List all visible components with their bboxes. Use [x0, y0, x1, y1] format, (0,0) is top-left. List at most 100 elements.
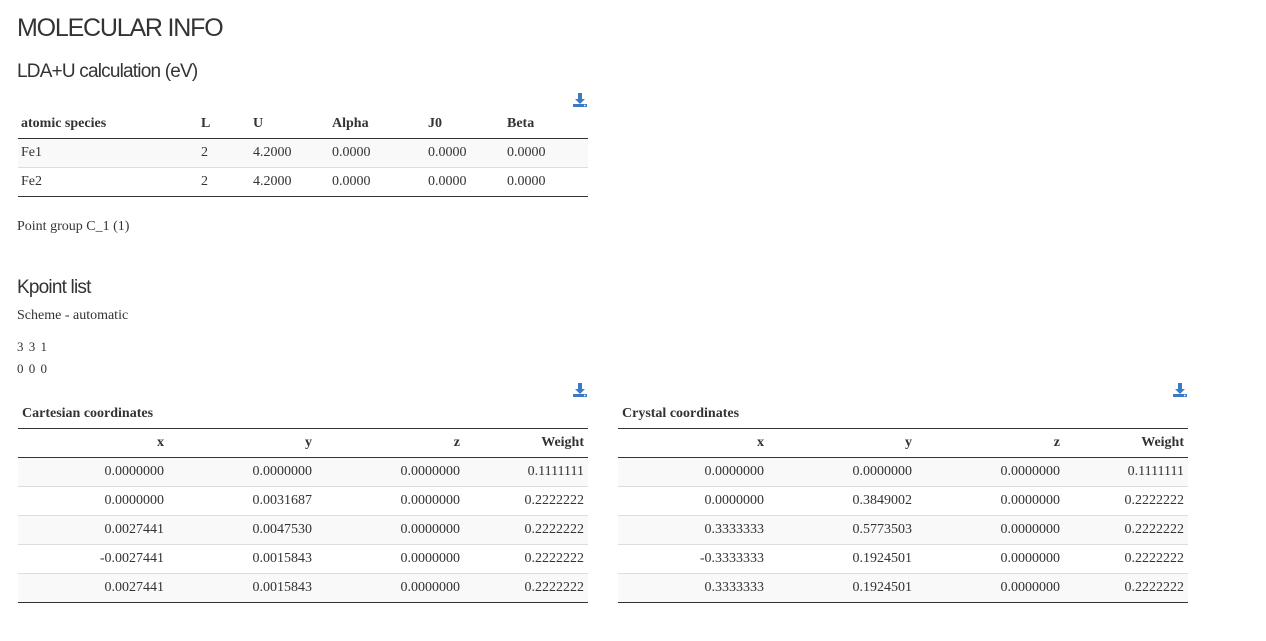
kpoint-scheme: Scheme - automatic	[17, 308, 129, 323]
table-cell: 0.2222222	[1064, 544, 1188, 574]
table-row: 0.3333333 0.1924501 0.0000000 0.2222222	[618, 573, 1188, 603]
lda-header-row: atomic species L U Alpha J0 Beta	[18, 110, 588, 139]
table-cell: 0.0027441	[18, 515, 168, 545]
kpoint-grid: 3 3 1	[17, 339, 48, 354]
table-cell: 0.0000	[504, 138, 588, 168]
table-cell: 0.1924501	[768, 573, 916, 603]
table-cell: Fe1	[18, 138, 198, 168]
table-cell: 0.0015843	[168, 573, 316, 603]
table-cell: 0.0000	[329, 138, 425, 168]
table-cell: 2	[198, 167, 250, 197]
table-cell: 0.0000000	[916, 573, 1064, 603]
lda-download-button[interactable]	[572, 92, 588, 108]
table-cell: 0.2222222	[464, 515, 588, 545]
table-cell: 0.2222222	[464, 486, 588, 516]
table-cell: 0.0000000	[916, 544, 1064, 574]
table-row: 0.3333333 0.5773503 0.0000000 0.2222222	[618, 515, 1188, 545]
lda-table: atomic species L U Alpha J0 Beta Fe1 2 4…	[18, 110, 588, 197]
table-row: -0.0027441 0.0015843 0.0000000 0.2222222	[18, 544, 588, 574]
table-row: -0.3333333 0.1924501 0.0000000 0.2222222	[618, 544, 1188, 574]
download-icon	[573, 383, 587, 397]
table-cell: 0.0000	[329, 167, 425, 197]
table-cell: 0.0000	[425, 138, 504, 168]
table-cell: 0.2222222	[1064, 573, 1188, 603]
table-cell: 0.3333333	[618, 515, 768, 545]
table-cell: 0.0000000	[316, 573, 464, 603]
col-y: y	[768, 428, 916, 458]
crystal-caption-row: Crystal coordinates	[618, 400, 1188, 429]
table-row: 0.0027441 0.0015843 0.0000000 0.2222222	[18, 573, 588, 603]
table-cell: 4.2000	[250, 167, 329, 197]
col-weight: Weight	[464, 428, 588, 458]
table-cell: 2	[198, 138, 250, 168]
table-cell: 0.0000000	[618, 457, 768, 487]
cartesian-download-button[interactable]	[572, 382, 588, 398]
table-cell: 4.2000	[250, 138, 329, 168]
point-group: Point group C_1 (1)	[17, 219, 130, 234]
download-icon	[1173, 383, 1187, 397]
table-row: 0.0027441 0.0047530 0.0000000 0.2222222	[18, 515, 588, 545]
cartesian-caption-row: Cartesian coordinates	[18, 400, 588, 429]
table-cell: 0.0000000	[768, 457, 916, 487]
col-z: z	[916, 428, 1064, 458]
table-cell: 0.0015843	[168, 544, 316, 574]
table-cell: 0.5773503	[768, 515, 916, 545]
col-x: x	[618, 428, 768, 458]
table-cell: 0.0031687	[168, 486, 316, 516]
table-row: Fe1 2 4.2000 0.0000 0.0000 0.0000	[18, 138, 588, 168]
table-cell: 0.0000	[504, 167, 588, 197]
table-cell: 0.0000000	[168, 457, 316, 487]
page-title: MOLECULAR INFO	[17, 14, 224, 42]
table-cell: 0.0000000	[916, 486, 1064, 516]
table-cell: 0.2222222	[464, 573, 588, 603]
table-cell: 0.2222222	[1064, 486, 1188, 516]
table-cell: 0.0000000	[916, 457, 1064, 487]
col-z: z	[316, 428, 464, 458]
table-cell: 0.0047530	[168, 515, 316, 545]
table-row: 0.0000000 0.0031687 0.0000000 0.2222222	[18, 486, 588, 516]
table-cell: 0.0000000	[316, 544, 464, 574]
download-icon	[573, 93, 587, 107]
crystal-header-row: x y z Weight	[618, 428, 1188, 458]
col-beta: Beta	[504, 110, 588, 139]
table-cell: 0.0000	[425, 167, 504, 197]
kpoint-heading: Kpoint list	[17, 277, 91, 298]
table-cell: 0.1924501	[768, 544, 916, 574]
table-row: 0.0000000 0.0000000 0.0000000 0.1111111	[18, 457, 588, 487]
col-u: U	[250, 110, 329, 139]
table-cell: 0.0000000	[316, 486, 464, 516]
table-row: 0.0000000 0.0000000 0.0000000 0.1111111	[618, 457, 1188, 487]
lda-heading: LDA+U calculation (eV)	[17, 61, 198, 82]
col-y: y	[168, 428, 316, 458]
table-cell: 0.3849002	[768, 486, 916, 516]
cartesian-table: Cartesian coordinates x y z Weight 0.000…	[18, 400, 588, 603]
kpoint-shift: 0 0 0	[17, 361, 48, 376]
crystal-caption: Crystal coordinates	[618, 400, 1188, 429]
table-cell: 0.0000000	[618, 486, 768, 516]
cartesian-header-row: x y z Weight	[18, 428, 588, 458]
crystal-download-button[interactable]	[1172, 382, 1188, 398]
table-cell: Fe2	[18, 167, 198, 197]
col-j0: J0	[425, 110, 504, 139]
table-cell: 0.0000000	[916, 515, 1064, 545]
table-cell: 0.3333333	[618, 573, 768, 603]
col-atomic-species: atomic species	[18, 110, 198, 139]
table-row: Fe2 2 4.2000 0.0000 0.0000 0.0000	[18, 167, 588, 197]
cartesian-caption: Cartesian coordinates	[18, 400, 588, 429]
table-cell: 0.1111111	[1064, 457, 1188, 487]
table-cell: 0.0027441	[18, 573, 168, 603]
table-cell: 0.0000000	[316, 457, 464, 487]
col-l: L	[198, 110, 250, 139]
table-row: 0.0000000 0.3849002 0.0000000 0.2222222	[618, 486, 1188, 516]
table-cell: 0.2222222	[1064, 515, 1188, 545]
table-cell: -0.0027441	[18, 544, 168, 574]
crystal-table: Crystal coordinates x y z Weight 0.00000…	[618, 400, 1188, 603]
col-x: x	[18, 428, 168, 458]
col-alpha: Alpha	[329, 110, 425, 139]
table-cell: 0.1111111	[464, 457, 588, 487]
table-cell: 0.2222222	[464, 544, 588, 574]
table-cell: -0.3333333	[618, 544, 768, 574]
col-weight: Weight	[1064, 428, 1188, 458]
table-cell: 0.0000000	[316, 515, 464, 545]
table-cell: 0.0000000	[18, 486, 168, 516]
